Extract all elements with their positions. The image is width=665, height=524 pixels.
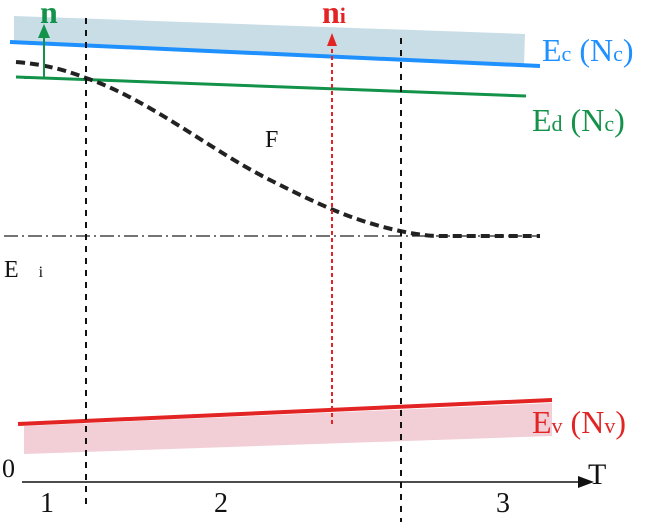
region-1-label: 1 — [40, 488, 54, 519]
fermi-level-curve — [15, 60, 540, 238]
ev-line — [17, 398, 553, 426]
ev-label-paren-sub: v — [604, 413, 616, 438]
ei-label-sub: i — [38, 264, 44, 281]
ed-label-main: E — [532, 102, 552, 138]
t-axis-arrowhead — [578, 476, 594, 488]
ec-label-main: E — [542, 32, 562, 68]
n-label-text: n — [40, 0, 58, 30]
ed-label: Ed (Nc) — [532, 104, 625, 136]
region-3-label: 3 — [496, 488, 510, 519]
zero-label: 0 — [2, 454, 15, 483]
n-arrowhead — [38, 24, 50, 38]
ev-label-sub: v — [551, 413, 563, 438]
region-2-label: 2 — [214, 488, 228, 519]
ev-label-paren-open: (N — [562, 404, 605, 440]
ec-label: Ec (Nc) — [542, 34, 634, 66]
ec-line — [9, 40, 541, 68]
ni-label-sub: i — [339, 3, 346, 28]
ni-label-main: n — [322, 0, 340, 30]
ni-label: ni — [322, 0, 346, 28]
ed-label-paren-close: ) — [614, 102, 625, 138]
ec-label-paren-close: ) — [622, 32, 634, 68]
fermi-label: F — [265, 127, 279, 153]
t-axis-label: T — [588, 458, 607, 491]
ec-label-paren-sub: c — [613, 41, 623, 66]
ev-label-main: E — [532, 404, 552, 440]
ev-label-paren-close: ) — [615, 404, 626, 440]
ev-label: Ev (Nv) — [532, 406, 626, 438]
ed-label-sub: d — [551, 111, 563, 136]
ec-band-shading — [14, 16, 525, 64]
n-label: n — [40, 0, 58, 28]
ei-label-main: E — [4, 257, 19, 283]
ec-label-sub: c — [561, 41, 572, 66]
ed-label-paren-open: (N — [562, 102, 605, 138]
ni-arrowhead — [327, 33, 337, 46]
ed-label-paren-sub: c — [604, 111, 615, 136]
ec-label-paren-open: (N — [571, 32, 614, 68]
ev-band-shading — [24, 403, 552, 454]
ed-line — [15, 75, 527, 98]
